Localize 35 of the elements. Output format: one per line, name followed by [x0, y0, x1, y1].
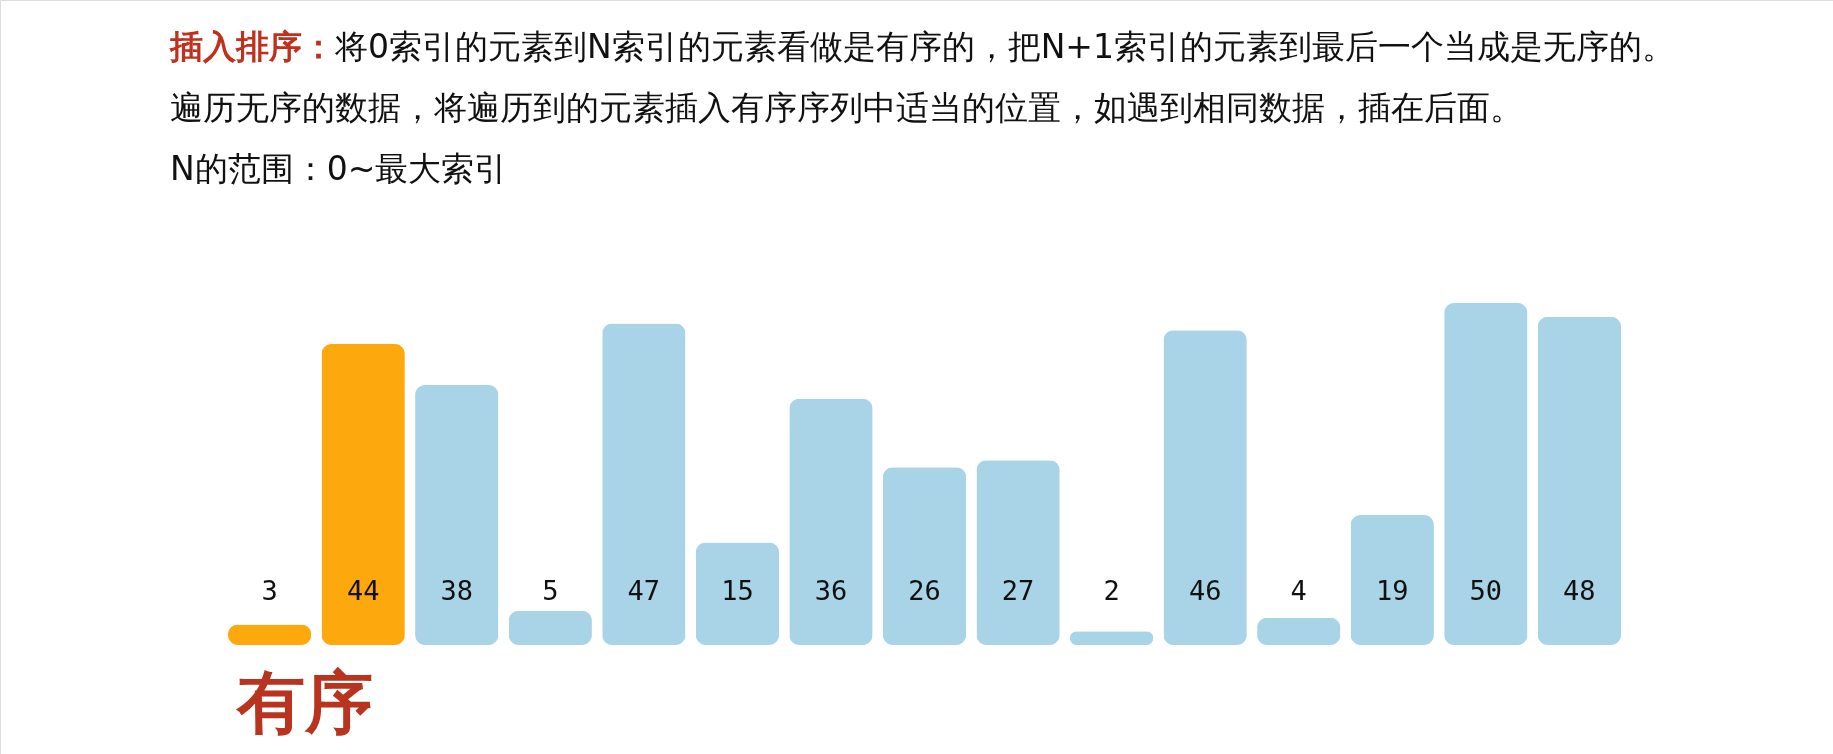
bar	[695, 542, 780, 645]
bar	[508, 610, 592, 645]
bar	[228, 624, 312, 645]
data-label: 27	[1001, 575, 1035, 606]
bar	[1163, 330, 1247, 645]
data-label: 44	[346, 575, 380, 606]
data-label: 4	[1290, 575, 1307, 606]
text: 将0索引的元素到N索引的元素看做是有序的，把N+1索引的元素到最后一个当成是无序的。	[335, 27, 1676, 66]
chart-title: 插入排序：	[169, 27, 335, 66]
data-label: 2	[1103, 575, 1120, 606]
data-label: 36	[814, 575, 848, 606]
bar	[882, 467, 967, 645]
bar	[1537, 316, 1621, 645]
data-label: 48	[1563, 575, 1596, 606]
text: 遍历无序的数据，将遍历到的元素插入有序序列中适当的位置，如遇到相同数据，插在后面。	[170, 88, 1523, 127]
data-label: 26	[908, 575, 941, 606]
data-label: 3	[261, 575, 278, 606]
text: N的范围：0~最大索引	[170, 149, 508, 188]
data-label: 38	[440, 575, 473, 606]
data-label: 15	[721, 575, 754, 606]
data-label: 46	[1188, 575, 1222, 606]
bar	[602, 323, 686, 645]
data-label: 5	[542, 575, 559, 606]
bar	[789, 398, 873, 645]
bar	[415, 385, 499, 645]
bar	[1444, 303, 1528, 645]
bar	[1350, 515, 1434, 645]
bar	[1257, 617, 1341, 645]
bar	[321, 344, 405, 645]
bar	[1069, 631, 1154, 645]
text: 有序	[235, 662, 373, 742]
data-label: 19	[1376, 575, 1409, 606]
bar	[976, 460, 1060, 645]
data-label: 47	[627, 575, 661, 606]
data-label: 50	[1469, 575, 1503, 606]
